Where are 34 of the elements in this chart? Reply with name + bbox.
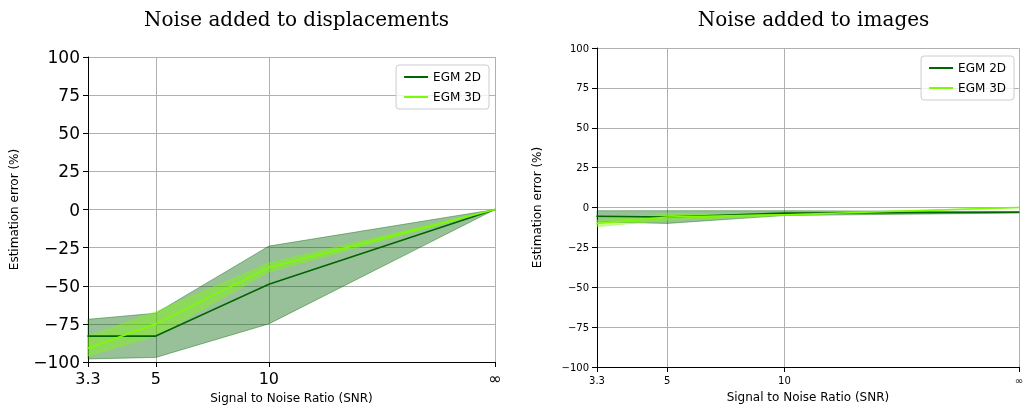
y-axis-title: Estimation error (%) bbox=[530, 146, 544, 269]
y-tick-label: 100 bbox=[47, 47, 80, 67]
x-tick-label: 5 bbox=[664, 374, 671, 386]
y-tick-label: −75 bbox=[567, 321, 589, 333]
y-tick-label: 0 bbox=[582, 202, 589, 213]
y-tick-label: 50 bbox=[58, 123, 80, 144]
x-tick-label: 3.3 bbox=[589, 374, 605, 386]
x-tick-label: ∞ bbox=[488, 368, 502, 388]
legend-label: EGM 2D bbox=[958, 61, 1007, 75]
y-tick-label: −50 bbox=[44, 275, 80, 296]
y-tick-label: −50 bbox=[567, 281, 589, 293]
x-axis-title: Signal to Noise Ratio (SNR) bbox=[210, 391, 373, 405]
y-tick-label: −100 bbox=[561, 361, 589, 373]
y-tick-label: 25 bbox=[58, 161, 80, 182]
y-tick-label: 75 bbox=[576, 82, 589, 94]
y-tick-label: 25 bbox=[576, 162, 589, 174]
y-tick-label: −25 bbox=[44, 237, 80, 258]
chart-title: Noise added to displacements bbox=[144, 7, 449, 31]
y-tick-label: −25 bbox=[567, 241, 589, 253]
legend-label: EGM 3D bbox=[958, 81, 1007, 95]
y-tick-label: 100 bbox=[569, 42, 589, 54]
y-tick-label: −75 bbox=[44, 313, 80, 334]
chart-title: Noise added to images bbox=[697, 7, 930, 31]
x-axis-title: Signal to Noise Ratio (SNR) bbox=[726, 390, 890, 404]
y-tick-label: 75 bbox=[58, 85, 80, 106]
y-tick-label: 50 bbox=[576, 122, 589, 134]
x-tick-label: ∞ bbox=[1014, 374, 1024, 386]
x-tick-label: 10 bbox=[258, 368, 280, 388]
y-axis-title: Estimation error (%) bbox=[7, 148, 21, 271]
y-tick-label: 0 bbox=[69, 199, 80, 220]
legend-label: EGM 2D bbox=[433, 70, 482, 84]
x-tick-label: 5 bbox=[150, 368, 161, 388]
x-tick-label: 10 bbox=[778, 374, 791, 386]
legend-label: EGM 3D bbox=[433, 90, 482, 104]
